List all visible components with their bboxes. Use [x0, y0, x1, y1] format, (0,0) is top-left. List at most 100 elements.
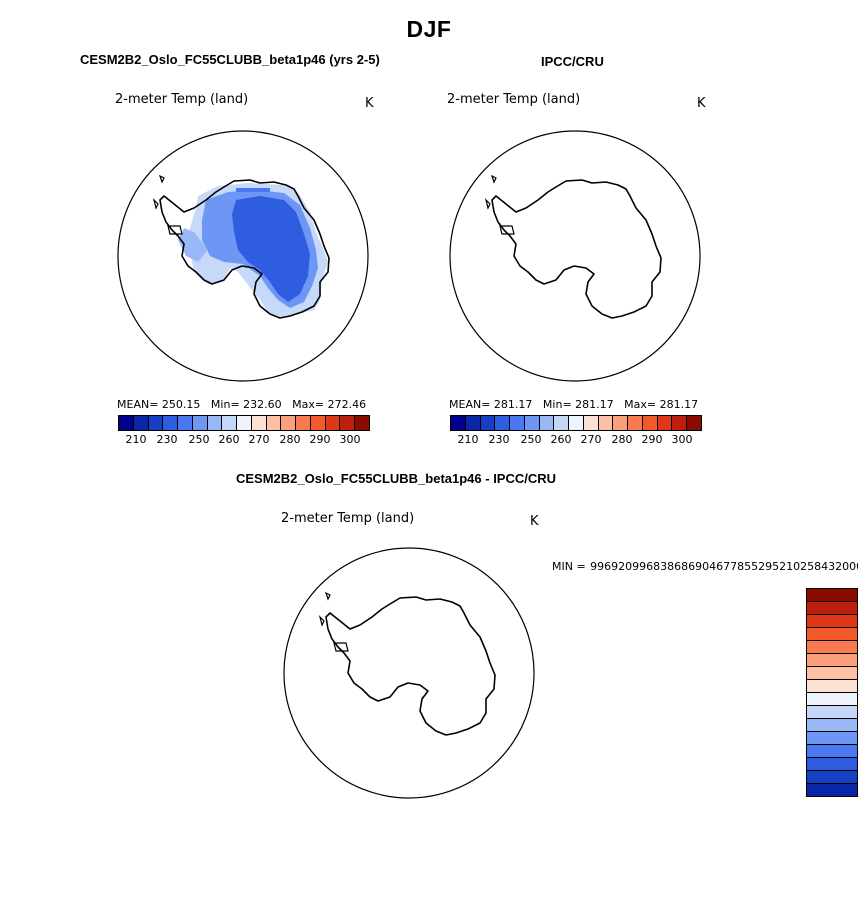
colorbar-swatch — [613, 416, 629, 430]
model-colorbar — [118, 415, 370, 431]
colorbar-swatch — [340, 416, 356, 430]
model-island-3 — [167, 225, 183, 235]
obs-island-1 — [490, 174, 497, 184]
model-min-value: 232.60 — [243, 398, 282, 411]
colorbar-swatch — [133, 416, 149, 430]
colorbar-swatch — [451, 416, 466, 430]
diff-vertical-colorbar — [806, 588, 858, 797]
obs-colorbar — [450, 415, 702, 431]
colorbar-swatch — [642, 416, 658, 430]
colorbar-swatch — [807, 667, 857, 680]
colorbar-swatch — [310, 416, 326, 430]
model-map-boundary — [117, 130, 369, 382]
obs-panel-title: IPCC/CRU — [541, 54, 604, 69]
diff-panel-title: CESM2B2_Oslo_FC55CLUBB_beta1p46 - IPCC/C… — [236, 471, 557, 486]
colorbar-swatch — [807, 615, 857, 628]
obs-variable-label: 2-meter Temp (land) — [447, 92, 581, 107]
colorbar-tick-label: 260 — [218, 433, 240, 446]
obs-polar-map — [449, 130, 701, 382]
obs-mean-value: 281.17 — [493, 398, 533, 411]
model-stats-line: MEAN= 250.15 Min= 232.60 Max= 272.46 — [117, 398, 366, 411]
obs-min-label: Min= — [542, 398, 572, 411]
colorbar-swatch — [510, 416, 525, 430]
model-unit-label: K — [365, 96, 374, 111]
colorbar-swatch — [807, 784, 857, 796]
diff-min-line: MIN = 9969209968386869046778552952102584… — [552, 557, 858, 575]
obs-max-value: 281.17 — [659, 398, 699, 411]
colorbar-swatch — [807, 641, 857, 654]
colorbar-swatch — [807, 680, 857, 693]
model-island-2 — [152, 198, 159, 210]
model-colorbar-ticks: 210 230 250 260 270 280 290 300 — [118, 433, 370, 447]
diff-min-value: 996920996838686904677855295210258432000 — [590, 560, 858, 573]
colorbar-swatch — [807, 693, 857, 706]
obs-coastline — [491, 179, 662, 319]
obs-mean-label: MEAN= — [449, 398, 491, 411]
colorbar-tick-label: 230 — [156, 433, 178, 446]
colorbar-swatch — [687, 416, 702, 430]
colorbar-swatch — [178, 416, 193, 430]
model-variable-label: 2-meter Temp (land) — [115, 92, 249, 107]
colorbar-tick-label: 270 — [248, 433, 270, 446]
colorbar-swatch — [495, 416, 511, 430]
obs-max-label: Max= — [624, 398, 657, 411]
colorbar-swatch — [296, 416, 311, 430]
model-antarctica-fill-inner — [232, 196, 310, 302]
diff-unit-label: K — [530, 514, 539, 529]
colorbar-tick-label: 300 — [339, 433, 361, 446]
diff-polar-map — [283, 547, 535, 799]
model-mean-label: MEAN= — [117, 398, 159, 411]
colorbar-swatch — [807, 719, 857, 732]
colorbar-swatch — [237, 416, 252, 430]
colorbar-swatch — [163, 416, 179, 430]
colorbar-swatch — [281, 416, 297, 430]
colorbar-tick-label: 210 — [125, 433, 147, 446]
model-panel-title: CESM2B2_Oslo_FC55CLUBB_beta1p46 (yrs 2-5… — [80, 52, 380, 67]
model-max-value: 272.46 — [327, 398, 367, 411]
colorbar-tick-label: 270 — [580, 433, 602, 446]
obs-min-value: 281.17 — [575, 398, 614, 411]
colorbar-swatch — [657, 416, 673, 430]
colorbar-swatch — [251, 416, 267, 430]
obs-unit-label: K — [697, 96, 706, 111]
model-island-1 — [158, 174, 165, 184]
colorbar-swatch — [524, 416, 540, 430]
colorbar-tick-label: 250 — [520, 433, 542, 446]
colorbar-swatch — [480, 416, 496, 430]
obs-island-3 — [499, 225, 515, 235]
colorbar-swatch — [222, 416, 238, 430]
colorbar-swatch — [807, 745, 857, 758]
diff-island-1 — [324, 591, 331, 601]
colorbar-swatch — [807, 589, 857, 602]
obs-island-2 — [484, 198, 491, 210]
colorbar-swatch — [355, 416, 370, 430]
colorbar-tick-label: 210 — [457, 433, 479, 446]
model-mean-value: 250.15 — [161, 398, 201, 411]
colorbar-swatch — [465, 416, 481, 430]
colorbar-swatch — [148, 416, 164, 430]
colorbar-swatch — [807, 771, 857, 784]
colorbar-swatch — [672, 416, 688, 430]
colorbar-tick-label: 290 — [309, 433, 331, 446]
colorbar-swatch — [807, 732, 857, 745]
diff-island-2 — [318, 615, 325, 627]
colorbar-swatch — [119, 416, 134, 430]
colorbar-swatch — [569, 416, 584, 430]
colorbar-swatch — [325, 416, 341, 430]
obs-colorbar-ticks: 210 230 250 260 270 280 290 300 — [450, 433, 702, 447]
model-coastline — [159, 179, 330, 319]
diff-island-3 — [333, 642, 349, 652]
colorbar-swatch — [192, 416, 208, 430]
diff-variable-label: 2-meter Temp (land) — [281, 511, 415, 526]
model-min-label: Min= — [210, 398, 240, 411]
colorbar-tick-label: 230 — [488, 433, 510, 446]
colorbar-swatch — [207, 416, 223, 430]
colorbar-swatch — [807, 758, 857, 771]
colorbar-tick-label: 280 — [279, 433, 301, 446]
colorbar-swatch — [554, 416, 570, 430]
colorbar-swatch — [807, 706, 857, 719]
colorbar-swatch — [598, 416, 614, 430]
diff-min-label: MIN = — [552, 560, 586, 573]
diff-coastline — [325, 596, 496, 736]
colorbar-swatch — [539, 416, 555, 430]
